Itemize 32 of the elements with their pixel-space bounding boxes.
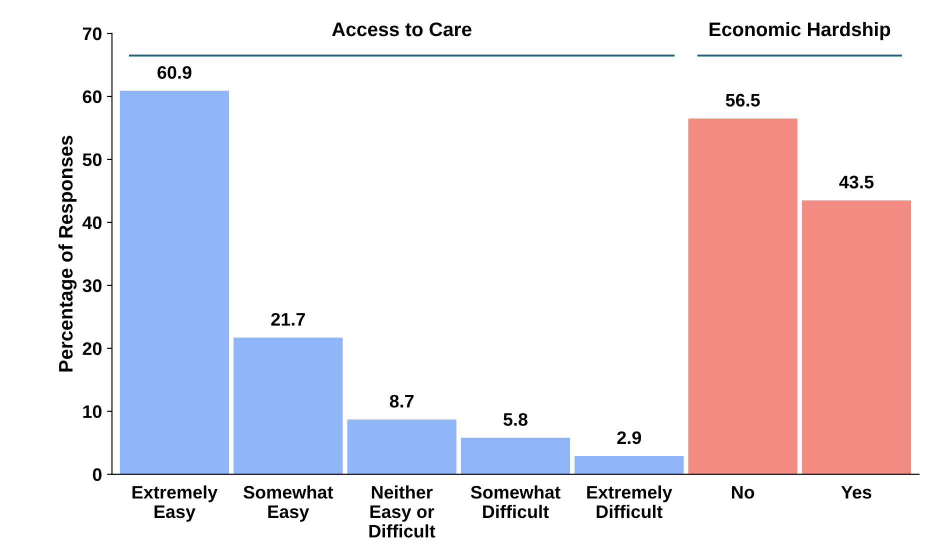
annotation: Access to Care: [332, 22, 472, 36]
data-label: 8.7: [390, 394, 414, 408]
y-tick-label: 30: [82, 279, 102, 292]
data-label: 2.9: [617, 431, 642, 444]
x-tick-label: Extremely Difficult: [587, 485, 672, 518]
y-tick-label: 60: [82, 90, 102, 104]
bar: [120, 90, 230, 474]
x-tick-label: Somewhat Difficult: [470, 485, 560, 518]
y-tick-label: 20: [82, 342, 102, 356]
data-label: 21.7: [271, 312, 305, 326]
data-label: 56.5: [726, 94, 760, 107]
data-label: 43.5: [839, 176, 874, 188]
bar: [688, 118, 798, 474]
y-tick-label: 40: [82, 216, 102, 230]
y-tick-label: 0: [92, 468, 102, 482]
x-tick-label: Yes: [841, 486, 872, 499]
y-tick-label: 70: [82, 27, 102, 40]
data-label: 5.8: [503, 413, 528, 426]
x-tick-label: No: [732, 486, 754, 499]
bar: [234, 338, 343, 474]
bar: [460, 438, 570, 474]
x-tick-label: Extremely Easy: [132, 485, 218, 522]
bar: [574, 456, 684, 474]
y-tick-label: 10: [83, 405, 102, 418]
annotation: Economic Hardship: [710, 22, 890, 40]
x-tick-label: Neither Easy or Difficult: [369, 485, 436, 538]
x-tick-label: Somewhat Easy: [244, 485, 334, 522]
y-tick-label: 50: [82, 153, 102, 166]
bar: [347, 420, 456, 474]
data-label: 60.9: [158, 66, 192, 79]
bar: [802, 200, 912, 474]
y-axis-title: Percentage of Responses: [58, 136, 77, 372]
